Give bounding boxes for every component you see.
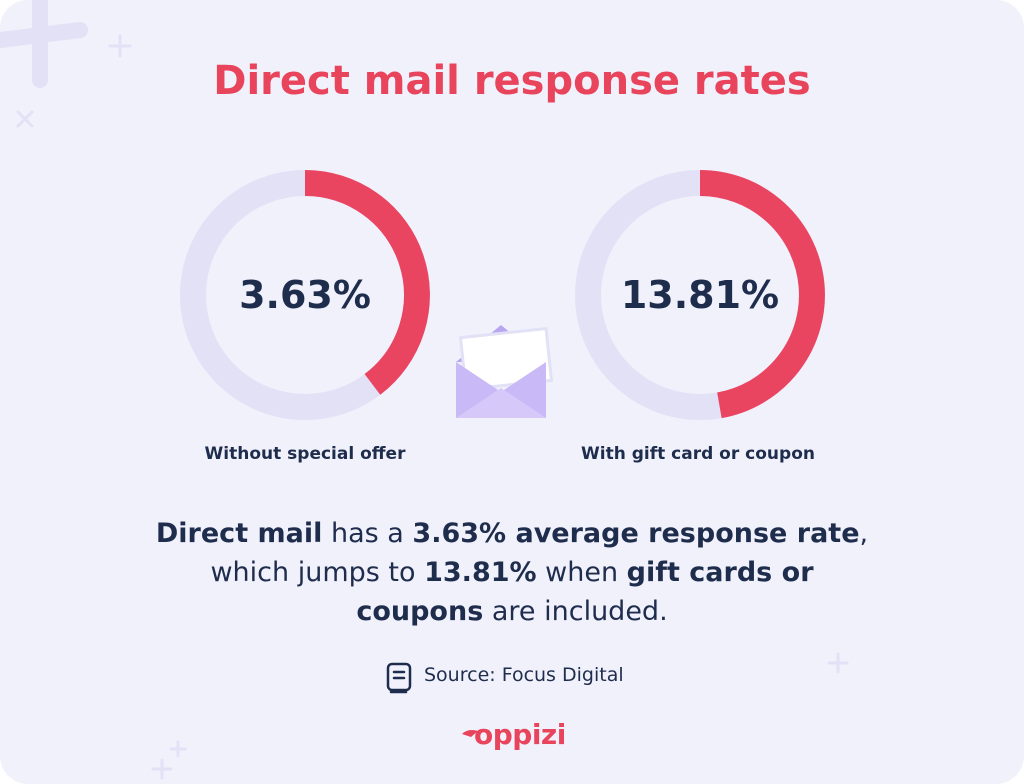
logo-mark	[462, 730, 478, 737]
summary-text: has a	[322, 518, 413, 549]
stat-label: With gift card or coupon	[581, 444, 815, 464]
donut-arc	[699, 170, 825, 419]
summary-text: are included.	[483, 596, 668, 627]
logo: oppizi	[474, 718, 566, 751]
envelope-icon	[456, 325, 554, 418]
stat-value: 13.81%	[620, 273, 780, 317]
donut-arc	[304, 170, 430, 395]
source: Source: Focus Digital	[424, 664, 624, 686]
summary-text: which jumps to	[210, 557, 425, 588]
stat-value: 3.63%	[239, 273, 371, 317]
stat-label: Without special offer	[204, 444, 406, 464]
source-icon	[386, 662, 412, 694]
title: Direct mail response rates	[213, 58, 811, 104]
summary-text: coupons	[356, 596, 484, 627]
summary-text: when	[536, 557, 627, 588]
summary-text: Direct mail	[155, 518, 323, 549]
summary: Direct mail has a 3.63% average response…	[112, 514, 912, 631]
summary-text: gift cards or	[626, 557, 814, 588]
background-marks	[0, 0, 849, 780]
summary-text: 3.63% average response rate	[412, 518, 860, 549]
summary-text: 13.81%	[424, 557, 537, 588]
summary-text: ,	[859, 518, 869, 549]
